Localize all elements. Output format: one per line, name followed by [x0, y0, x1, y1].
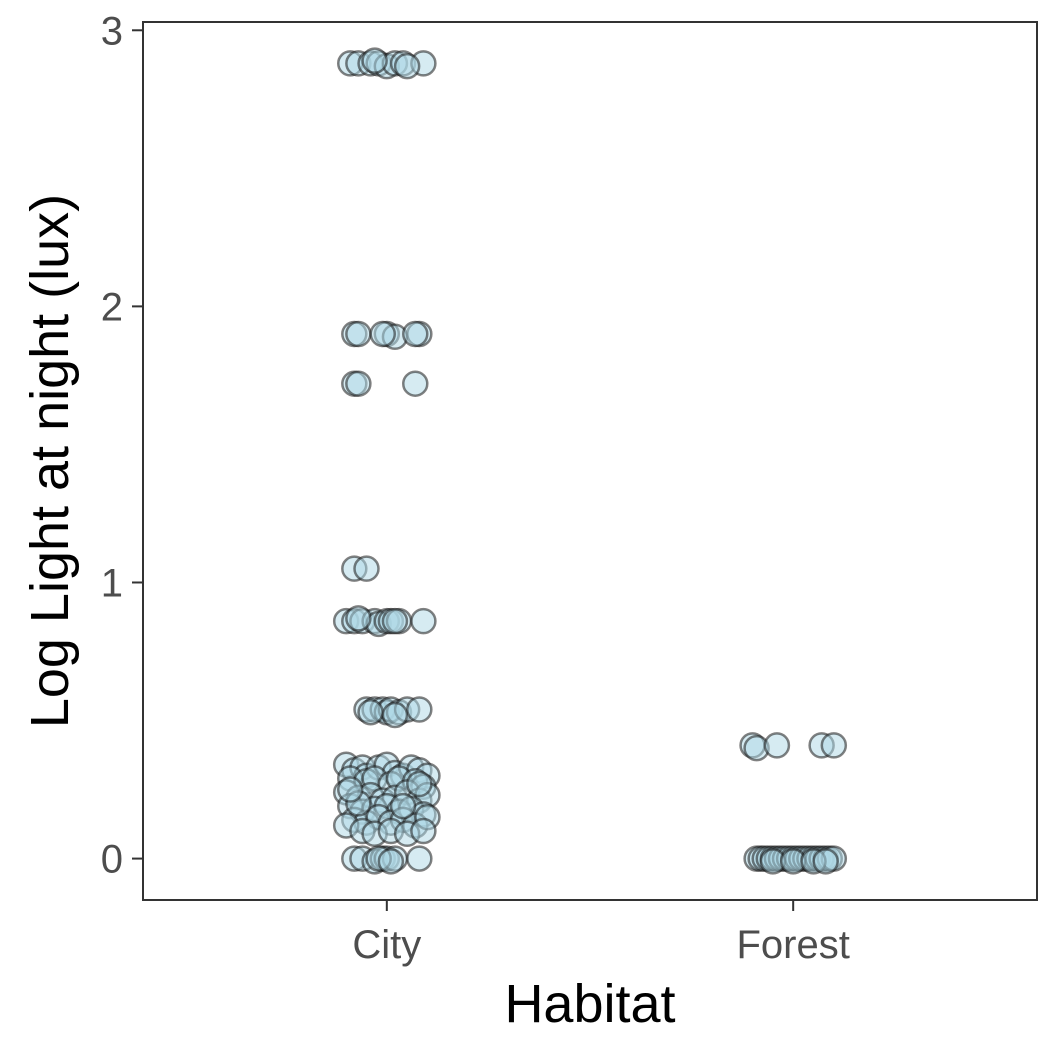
y-tick-label: 1	[101, 561, 123, 605]
x-axis: City Forest	[352, 900, 850, 967]
y-axis: 0 1 2 3	[101, 9, 143, 882]
data-point-city	[402, 320, 429, 348]
data-point-city	[406, 845, 433, 872]
data-point-city	[361, 47, 388, 74]
data-point-forest	[763, 732, 791, 759]
data-point-city	[369, 320, 397, 348]
data-point-city	[353, 555, 380, 582]
data-point-city	[336, 776, 364, 803]
data-point-city	[410, 817, 437, 845]
plot-panel	[142, 21, 1038, 901]
data-point-city	[406, 770, 433, 798]
data-point-city	[345, 370, 372, 397]
data-point-forest	[812, 848, 839, 875]
data-point-city	[389, 792, 417, 820]
data-point-city	[393, 52, 421, 80]
data-point-city	[357, 699, 384, 726]
x-axis-title: Habitat	[504, 974, 675, 1034]
data-point-city	[377, 848, 405, 875]
x-tick-label-forest: Forest	[737, 923, 850, 967]
data-point-city	[345, 320, 372, 348]
data-point-city	[406, 696, 433, 723]
data-point-city	[381, 701, 409, 729]
y-tick-label: 2	[101, 285, 123, 329]
data-point-city	[345, 605, 372, 632]
data-point-city	[402, 370, 429, 397]
data-point-forest	[820, 732, 848, 759]
y-tick-label: 3	[101, 9, 123, 53]
x-tick-label-city: City	[352, 923, 421, 967]
data-point-city	[381, 607, 409, 635]
y-axis-title: Log Light at night (lux)	[20, 194, 80, 728]
y-tick-label: 0	[101, 838, 123, 882]
data-point-city	[410, 607, 437, 635]
points-layer	[332, 47, 848, 875]
